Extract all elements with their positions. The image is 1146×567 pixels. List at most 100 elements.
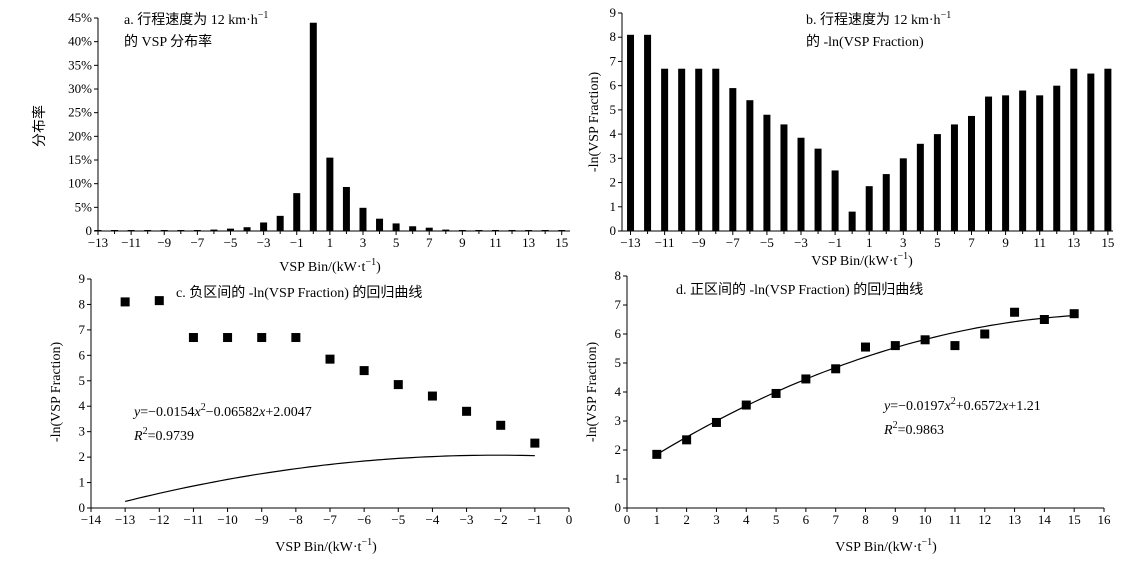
panel-a-y-tick-label: 10% bbox=[68, 176, 92, 191]
panel-a-bar bbox=[508, 230, 516, 231]
panel-b-bar bbox=[695, 68, 703, 231]
panel-c-y-tick-label: 6 bbox=[79, 347, 86, 362]
panel-a-bar bbox=[94, 230, 102, 231]
panel-a-bar bbox=[558, 230, 566, 231]
panel-d-x-tick-label: 2 bbox=[683, 512, 690, 527]
panel-a-x-tick-label: 7 bbox=[426, 235, 433, 250]
panel-a-bar bbox=[210, 229, 218, 231]
panel-d-x-tick-label: 9 bbox=[892, 512, 899, 527]
panel-b-bar bbox=[916, 143, 924, 231]
panel-c-r2: R2=0.9739 bbox=[133, 426, 194, 444]
panel-c-y-tick-label: 0 bbox=[79, 500, 86, 515]
panel-a-x-tick-label: −7 bbox=[190, 235, 204, 250]
panel-c-x-tick-label: −3 bbox=[460, 512, 474, 527]
panel-a-y-tick-label: 45% bbox=[68, 10, 92, 25]
panel-c-x-tick-label: −13 bbox=[115, 512, 135, 527]
panel-a-bar bbox=[376, 218, 384, 231]
panel-b-y-tick-label: 0 bbox=[610, 223, 617, 238]
panel-c-y-tick-label: 2 bbox=[79, 449, 86, 464]
panel-d-y-tick-label: 6 bbox=[615, 326, 622, 341]
panel-c-point bbox=[154, 296, 164, 306]
panel-b-bar bbox=[712, 68, 720, 231]
panel-b-bar bbox=[797, 137, 805, 231]
panel-b-x-tick-label: 1 bbox=[866, 235, 873, 250]
panel-d-x-tick-label: 16 bbox=[1098, 512, 1112, 527]
panel-b-x-tick-label: −9 bbox=[692, 235, 706, 250]
panel-b-bar bbox=[967, 115, 975, 231]
panel-a-bar bbox=[425, 227, 433, 231]
panel-b-ylabel: -ln(VSP Fraction) bbox=[587, 72, 602, 173]
panel-c-equation: y=−0.0154x2−0.06582x+2.0047 bbox=[132, 402, 312, 420]
panel-d-title: d. 正区间的 -ln(VSP Fraction) 的回归曲线 bbox=[676, 281, 923, 298]
panel-c-y-tick-label: 4 bbox=[79, 398, 86, 413]
panel-d-x-tick-label: 14 bbox=[1038, 512, 1052, 527]
panel-a-bar bbox=[491, 230, 499, 231]
panel-c-point bbox=[120, 297, 130, 307]
panel-d-x-tick-label: 7 bbox=[832, 512, 839, 527]
panel-c-title: c. 负区间的 -ln(VSP Fraction) 的回归曲线 bbox=[176, 284, 422, 301]
panel-b-bar bbox=[1104, 68, 1112, 231]
panel-b-x-tick-label: −5 bbox=[760, 235, 774, 250]
panel-d-point bbox=[861, 342, 870, 352]
panel-c-y-tick-label: 8 bbox=[79, 296, 86, 311]
panel-b-bar bbox=[678, 68, 686, 231]
panel-a-bar bbox=[442, 229, 450, 231]
panel-d-y-tick-label: 5 bbox=[615, 355, 622, 370]
panel-b-y-tick-label: 7 bbox=[610, 53, 617, 68]
panel-d-point bbox=[682, 435, 692, 445]
panel-a-bar bbox=[160, 230, 168, 231]
panel-a-bar bbox=[475, 230, 483, 231]
panel-c-y-tick-label: 7 bbox=[79, 322, 86, 337]
panel-c-x-tick-label: −2 bbox=[494, 512, 508, 527]
panel-d-xlabel: VSP Bin/(kW·t−1) bbox=[835, 537, 937, 555]
panel-c-point bbox=[427, 391, 437, 401]
panel-d-x-tick-label: 8 bbox=[862, 512, 869, 527]
panel-b-bar bbox=[1070, 68, 1078, 231]
panel-c-x-tick-label: −10 bbox=[217, 512, 237, 527]
panel-d-point bbox=[890, 341, 900, 351]
panel-a-bar bbox=[111, 230, 119, 231]
panel-a-bar bbox=[177, 230, 185, 231]
panel-c-x-tick-label: −1 bbox=[528, 512, 542, 527]
panel-a-bar bbox=[127, 230, 135, 231]
panel-d-point bbox=[950, 341, 960, 351]
panel-a-x-tick-label: −3 bbox=[257, 235, 271, 250]
panel-a-xlabel: VSP Bin/(kW·t−1) bbox=[279, 257, 381, 275]
panel-a-y-tick-label: 40% bbox=[68, 34, 92, 49]
panel-d-point bbox=[711, 417, 721, 427]
panel-d-y-tick-label: 3 bbox=[615, 413, 622, 428]
panel-b-x-tick-label: −13 bbox=[620, 235, 640, 250]
panel-d-x-tick-label: 1 bbox=[654, 512, 661, 527]
panel-b-bar bbox=[763, 114, 771, 231]
panel-b-y-tick-label: 5 bbox=[610, 102, 617, 117]
panel-b-title: b. 行程速度为 12 km·h−1 bbox=[806, 10, 951, 28]
panel-c-x-tick-label: 0 bbox=[566, 512, 573, 527]
panel-c-point bbox=[393, 380, 403, 390]
panel-a-bar bbox=[359, 207, 367, 231]
panel-b-y-tick-label: 6 bbox=[610, 78, 617, 93]
panel-d-point bbox=[920, 335, 930, 345]
panel-a-bar bbox=[458, 230, 466, 231]
panel-a-bar bbox=[193, 230, 201, 231]
panel-d-equation: y=−0.0197x2+0.6572x+1.21 bbox=[882, 396, 1041, 414]
panel-b-bar bbox=[661, 68, 669, 231]
panel-b-bar bbox=[780, 124, 788, 231]
panel-a-x-tick-label: 3 bbox=[360, 235, 367, 250]
panel-b-bar bbox=[644, 34, 652, 231]
panel-a-y-tick-label: 0 bbox=[86, 223, 93, 238]
panel-c-x-tick-label: −14 bbox=[81, 512, 102, 527]
panel-a-ylabel: 分布率 bbox=[31, 105, 48, 147]
panel-a-bar bbox=[392, 223, 400, 231]
panel-d-r2: R2=0.9863 bbox=[883, 420, 944, 438]
panel-d-point bbox=[652, 449, 662, 459]
panel-b-bar bbox=[865, 186, 873, 231]
panel-d-y-tick-label: 2 bbox=[615, 442, 622, 457]
panel-b-y-tick-label: 4 bbox=[610, 126, 617, 141]
panel-b-bar bbox=[933, 134, 941, 231]
panel-c-y-tick-label: 3 bbox=[79, 424, 86, 439]
panel-a-x-tick-label: −9 bbox=[157, 235, 171, 250]
panel-b-x-tick-label: 5 bbox=[934, 235, 941, 250]
